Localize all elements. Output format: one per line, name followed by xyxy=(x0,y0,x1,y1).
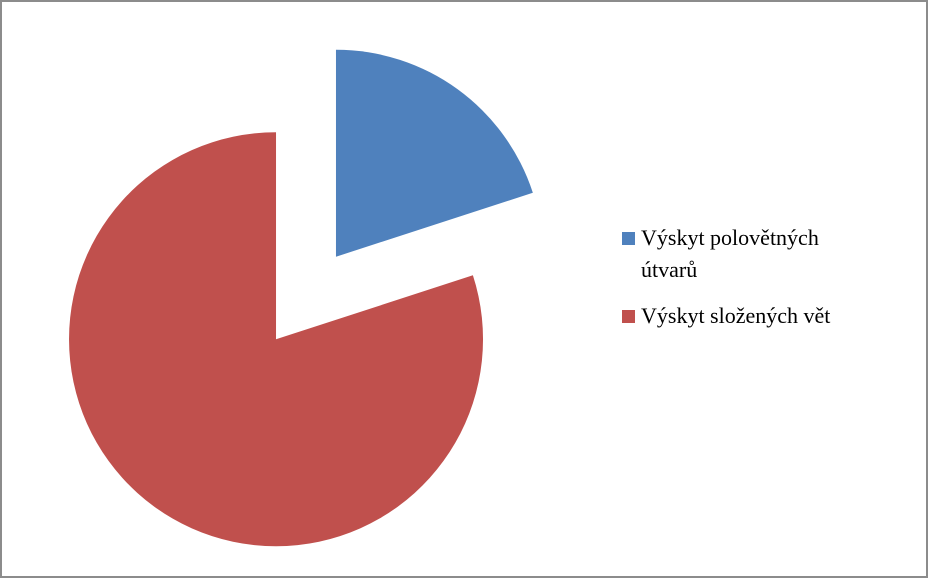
legend-label: Výskyt polovětných útvarů xyxy=(641,225,819,282)
legend-swatch xyxy=(622,310,635,323)
legend-item: Výskyt složených vět xyxy=(622,300,852,332)
pie-slice xyxy=(69,132,484,547)
legend-item: Výskyt polovětných útvarů xyxy=(622,222,852,286)
legend: Výskyt polovětných útvarů Výskyt složenýc… xyxy=(622,222,852,346)
legend-label: Výskyt složených vět xyxy=(641,303,831,328)
legend-swatch xyxy=(622,232,635,245)
pie-slice xyxy=(335,49,533,257)
